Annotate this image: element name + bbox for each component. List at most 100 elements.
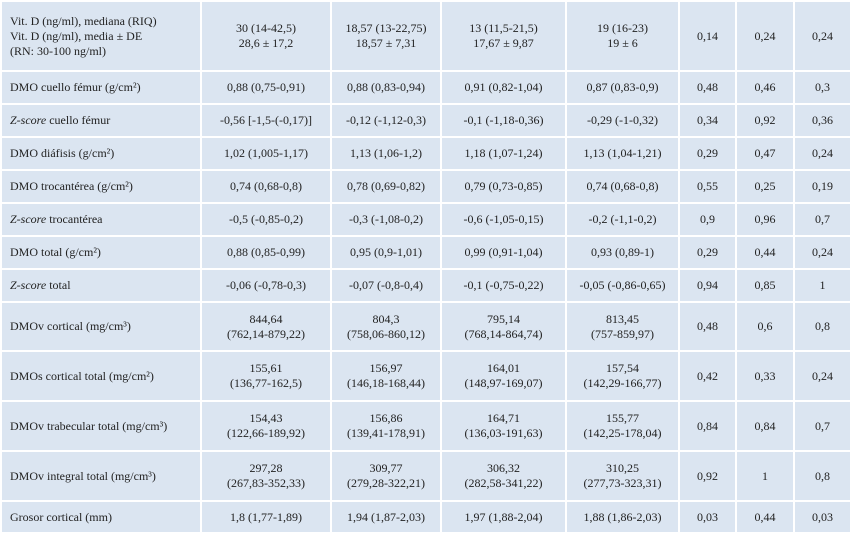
p-value-cell: 0,7 (793, 400, 850, 452)
table-row: DMOv cortical (mg/cm³) 844,64 (762,14-879,… (0, 301, 850, 352)
p-value-cell: 0,36 (793, 103, 850, 138)
value-cell: 156,97 (146,18-168,44) (330, 350, 442, 402)
cell-line: 844,64 (249, 311, 283, 326)
p-value-cell: 0,03 (678, 500, 737, 534)
cell-line: 156,97 (369, 361, 403, 375)
p-value-cell: 1 (793, 268, 850, 303)
label-line: Vit. D (ng/ml), mediana (RIQ) (10, 13, 157, 28)
row-label: Z-score trocantérea (0, 202, 202, 237)
table-row: Z-score cuello fémur -0,56 [-1,5-(-0,17)]… (0, 103, 850, 138)
cell-line: 18,57 ± 7,31 (355, 36, 417, 50)
value-cell: 844,64 (762,14-879,22) (200, 301, 332, 352)
cell-line: (277,73-323,31) (583, 476, 662, 490)
p-value-cell: 0,8 (793, 301, 850, 352)
p-value-cell: 0,84 (735, 400, 795, 452)
value-cell: 1,13 (1,06-1,2) (330, 136, 442, 171)
value-cell: 154,43 (122,66-189,92) (200, 400, 332, 452)
row-label: DMOv trabecular total (mg/cm³) (0, 400, 202, 452)
value-cell: 0,74 (0,68-0,8) (200, 169, 332, 204)
value-cell: -0,07 (-0,8-0,4) (330, 268, 442, 303)
cell-line: (142,25-178,04) (583, 426, 662, 440)
cell-line: (122,66-189,92) (227, 426, 305, 440)
table-row: DMO total (g/cm²) 0,88 (0,85-0,99) 0,95 (0… (0, 235, 850, 270)
table-row: Vit. D (ng/ml), mediana (RIQ) Vit. D (ng/… (0, 0, 850, 72)
row-label: Grosor cortical (mm) (0, 500, 202, 534)
p-value-cell: 0,24 (793, 235, 850, 270)
cell-line: 17,67 ± 9,87 (473, 36, 534, 50)
value-cell: 0,99 (0,91-1,04) (440, 235, 567, 270)
value-cell: -0,05 (-0,86-0,65) (565, 268, 680, 303)
value-cell: 13 (11,5-21,5) 17,67 ± 9,87 (440, 0, 567, 72)
value-cell: -0,2 (-1,1-0,2) (565, 202, 680, 237)
value-cell: 18,57 (13-22,75) 18,57 ± 7,31 (330, 0, 442, 72)
cell-line: 155,61 (249, 361, 283, 375)
value-cell: 155,77 (142,25-178,04) (565, 400, 680, 452)
p-value-cell: 0,84 (678, 400, 737, 452)
cell-line: (148,97-169,07) (464, 376, 543, 390)
value-cell: 1,97 (1,88-2,04) (440, 500, 567, 534)
p-value-cell: 0,25 (735, 169, 795, 204)
value-cell: 155,61 (136,77-162,5) (200, 350, 332, 402)
p-value-cell: 0,96 (735, 202, 795, 237)
table-row: DMO diáfisis (g/cm²) 1,02 (1,005-1,17) 1,1… (0, 136, 850, 171)
label-text: total (49, 278, 71, 292)
p-value-cell: 0,34 (678, 103, 737, 138)
p-value-cell: 0,48 (678, 301, 737, 352)
value-cell: 0,79 (0,73-0,85) (440, 169, 567, 204)
value-cell: -0,12 (-1,12-0,3) (330, 103, 442, 138)
p-value-cell: 0,29 (678, 136, 737, 171)
value-cell: -0,5 (-0,85-0,2) (200, 202, 332, 237)
cell-line: 155,77 (606, 411, 639, 425)
table-row: Grosor cortical (mm) 1,8 (1,77-1,89) 1,94 … (0, 500, 850, 534)
table-row: Z-score trocantérea -0,5 (-0,85-0,2) -0,3 … (0, 202, 850, 237)
value-cell: 164,01 (148,97-169,07) (440, 350, 567, 402)
value-cell: 0,93 (0,89-1) (565, 235, 680, 270)
cell-line: 164,71 (487, 411, 520, 425)
value-cell: -0,1 (-0,75-0,22) (440, 268, 567, 303)
value-cell: 0,95 (0,9-1,01) (330, 235, 442, 270)
table-row: DMOv integral total (mg/cm³) 297,28 (267,8… (0, 450, 850, 502)
p-value-cell: 0,42 (678, 350, 737, 402)
cell-line: (139,41-178,91) (347, 426, 425, 440)
cell-line: 18,57 (13-22,75) (345, 21, 427, 35)
table-row: DMO trocantérea (g/cm²) 0,74 (0,68-0,8) 0,… (0, 169, 850, 204)
value-cell: 156,86 (139,41-178,91) (330, 400, 442, 452)
row-label: DMO total (g/cm²) (0, 235, 202, 270)
value-cell: 0,88 (0,75-0,91) (200, 70, 332, 105)
p-value-cell: 0,92 (678, 450, 737, 502)
cell-line: (267,83-352,33) (227, 476, 305, 490)
p-value-cell: 0,44 (735, 235, 795, 270)
label-line: (RN: 30-100 ng/ml) (10, 43, 106, 58)
value-cell: -0,56 [-1,5-(-0,17)] (200, 103, 332, 138)
cell-line: 310,25 (606, 461, 639, 475)
cell-line: 156,86 (369, 411, 403, 425)
cell-line: (282,58-341,22) (464, 476, 543, 490)
value-cell: 1,18 (1,07-1,24) (440, 136, 567, 171)
p-value-cell: 0,03 (793, 500, 850, 534)
p-value-cell: 0,14 (678, 0, 737, 72)
table-row: DMO cuello fémur (g/cm²) 0,88 (0,75-0,91)… (0, 70, 850, 105)
value-cell: -0,6 (-1,05-0,15) (440, 202, 567, 237)
cell-line: 306,32 (487, 461, 520, 475)
p-value-cell: 0,33 (735, 350, 795, 402)
value-cell: 795,14 (768,14-864,74) (440, 301, 567, 352)
cell-line: 813,45 (606, 311, 639, 326)
p-value-cell: 0,85 (735, 268, 795, 303)
value-cell: 1,13 (1,04-1,21) (565, 136, 680, 171)
label-italic: Z-score (10, 278, 47, 292)
value-cell: 0,74 (0,68-0,8) (565, 169, 680, 204)
p-value-cell: 0,3 (793, 70, 850, 105)
table-row: DMOs cortical total (mg/cm²) 155,61 (136,7… (0, 350, 850, 402)
value-cell: -0,29 (-1-0,32) (565, 103, 680, 138)
cell-line: 157,54 (606, 361, 639, 375)
value-cell: 19 (16-23) 19 ± 6 (565, 0, 680, 72)
value-cell: 1,94 (1,87-2,03) (330, 500, 442, 534)
row-label: Z-score total (0, 268, 202, 303)
value-cell: 0,91 (0,82-1,04) (440, 70, 567, 105)
table-row: DMOv trabecular total (mg/cm³) 154,43 (122… (0, 400, 850, 452)
value-cell: 0,88 (0,83-0,94) (330, 70, 442, 105)
value-cell: 0,88 (0,85-0,99) (200, 235, 332, 270)
row-label: DMO cuello fémur (g/cm²) (0, 70, 202, 105)
